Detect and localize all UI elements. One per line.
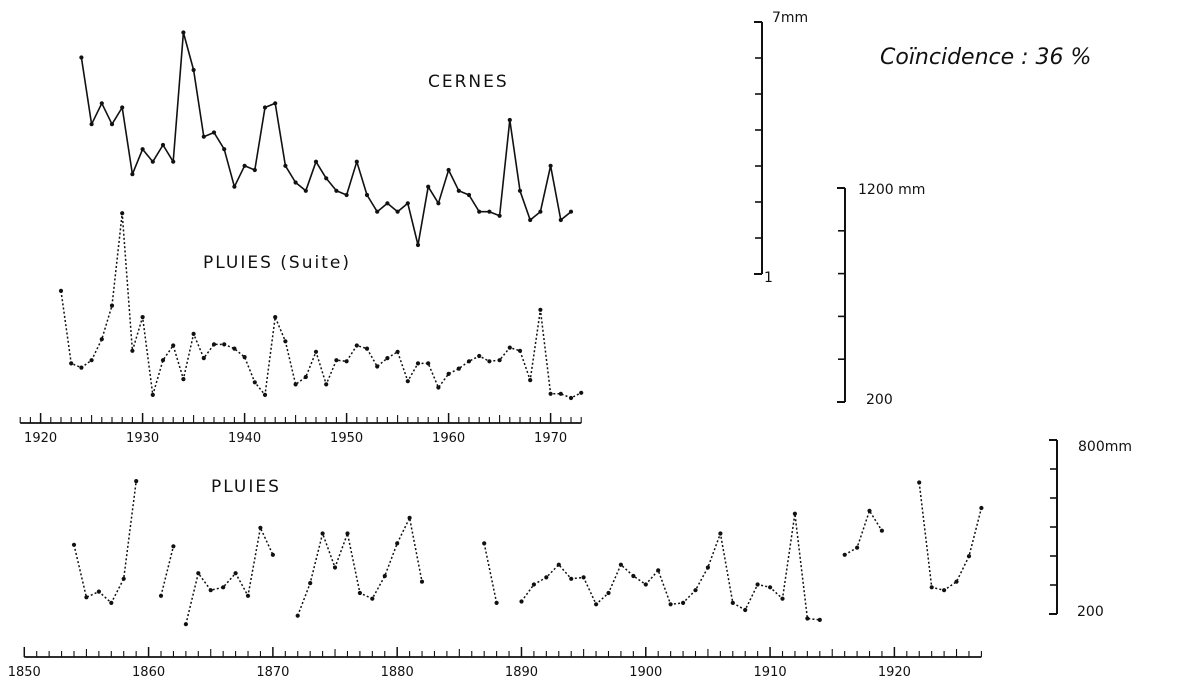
series-line bbox=[160, 546, 175, 596]
series-line bbox=[918, 482, 983, 591]
tick-label: 1880 bbox=[381, 665, 414, 680]
tick-label: 1910 bbox=[754, 665, 787, 680]
data-point bbox=[579, 390, 584, 395]
data-point bbox=[426, 361, 431, 366]
series-line bbox=[520, 512, 820, 621]
data-point bbox=[419, 579, 425, 584]
pluies-suite-title: PLUIES (Suite) bbox=[203, 253, 351, 273]
tick-label: 1940 bbox=[228, 431, 261, 446]
tick-label: 1900 bbox=[629, 665, 662, 680]
cernes-y-top-label: 7mm bbox=[772, 10, 808, 26]
data-point bbox=[805, 616, 810, 621]
pluies-suite-y-top-label: 1200 mm bbox=[858, 182, 925, 198]
series-line bbox=[60, 212, 582, 399]
series-line bbox=[296, 517, 423, 616]
series-line bbox=[73, 481, 137, 604]
series-line bbox=[844, 510, 883, 556]
data-point bbox=[320, 531, 325, 536]
tick-label: 1870 bbox=[256, 665, 289, 680]
pluies-y-bottom-label: 200 bbox=[1077, 604, 1104, 620]
pluies-title: PLUIES bbox=[211, 477, 281, 497]
data-point bbox=[196, 571, 201, 576]
series-line bbox=[80, 31, 572, 246]
data-point bbox=[258, 525, 263, 530]
series-line bbox=[483, 543, 498, 604]
data-point bbox=[221, 585, 226, 590]
pluies-y-top-label: 800mm bbox=[1078, 439, 1132, 455]
data-point bbox=[158, 593, 164, 598]
tick-label: 1850 bbox=[8, 665, 41, 680]
tick-label: 1890 bbox=[505, 665, 538, 680]
data-point bbox=[497, 358, 502, 363]
data-point bbox=[792, 511, 798, 516]
tick-label: 1920 bbox=[878, 665, 911, 680]
data-point bbox=[293, 382, 298, 387]
pluies-suite-y-bottom-label: 200 bbox=[866, 392, 893, 408]
data-point bbox=[817, 617, 822, 623]
data-point bbox=[183, 622, 188, 627]
data-point bbox=[879, 528, 885, 533]
cernes-y-bottom-label: 1 bbox=[764, 270, 773, 286]
coincidence-annotation: Coïncidence : 36 % bbox=[880, 45, 1091, 70]
tick-label: 1960 bbox=[432, 431, 465, 446]
data-point bbox=[109, 303, 115, 308]
tick-label: 1930 bbox=[126, 431, 159, 446]
series-line bbox=[185, 527, 274, 625]
tick-label: 1950 bbox=[330, 431, 363, 446]
tick-label: 1860 bbox=[132, 665, 165, 680]
tick-label: 1970 bbox=[534, 431, 567, 446]
tick-label: 1920 bbox=[24, 431, 57, 446]
cernes-title: CERNES bbox=[428, 72, 509, 92]
